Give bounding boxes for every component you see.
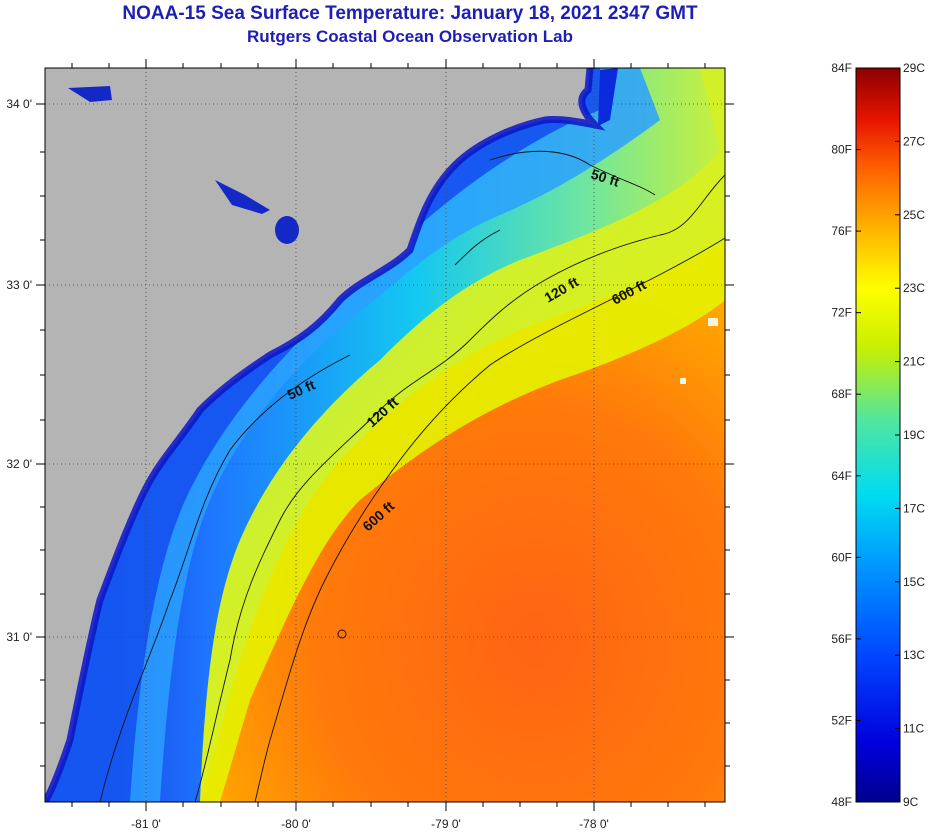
colorbar-label-c: 11C <box>903 722 924 736</box>
colorbar-label-f: 72F <box>831 306 852 320</box>
colorbar-label-f: 52F <box>831 713 852 727</box>
lat-label: 34 0' <box>6 97 32 111</box>
colorbar-label-c: 25C <box>903 208 925 222</box>
colorbar-label-f: 84F <box>831 61 852 75</box>
graticule <box>45 68 725 802</box>
colorbar <box>855 67 901 803</box>
coastline <box>45 68 606 802</box>
map-title: NOAA-15 Sea Surface Temperature: January… <box>122 3 698 24</box>
map-area: 50 ft 50 ft 120 ft 120 ft 600 ft 600 ft <box>45 68 725 802</box>
colorbar-label-c: 13C <box>903 648 925 662</box>
lat-label: 33 0' <box>6 278 32 292</box>
land-mass <box>45 68 595 802</box>
lat-label: 31 0' <box>6 630 32 644</box>
map-ticks <box>36 59 734 811</box>
colorbar-label-f: 64F <box>831 469 852 483</box>
colorbar-label-f: 60F <box>831 550 852 564</box>
colorbar-c-ticks: 29C 27C 25C 23C 21C 19C 17C 15C 13C 11C 9C <box>895 61 925 809</box>
cloud-patch <box>708 318 718 326</box>
colorbar-label-f: 80F <box>831 143 852 157</box>
isobath-120ft <box>194 174 725 802</box>
colorbar-f-ticks: 84F 80F 76F 72F 68F 64F 60F 56F 52F 48F <box>831 61 861 809</box>
inland-lake-2 <box>275 216 299 244</box>
inland-lake-3 <box>215 180 270 214</box>
colorbar-label-c: 27C <box>903 134 925 148</box>
lon-label: -81 0' <box>131 817 161 831</box>
colorbar-label-c: 15C <box>903 575 925 589</box>
map-frame <box>44 67 726 803</box>
lon-label: -80 0' <box>281 817 311 831</box>
colorbar-label-c: 29C <box>903 61 925 75</box>
colorbar-label-c: 17C <box>903 501 925 515</box>
colorbar-label-c: 21C <box>903 355 925 369</box>
isobath-600ft <box>254 237 725 802</box>
cloud-patch <box>680 378 686 384</box>
isobath-50ft <box>99 150 656 802</box>
colorbar-label-c: 19C <box>903 428 925 442</box>
colorbar-label-f: 56F <box>831 632 852 646</box>
isobath-seamount <box>337 629 347 639</box>
inland-lake-1 <box>68 86 112 102</box>
colorbar-label-f: 48F <box>831 795 852 809</box>
inland-bay <box>598 68 618 126</box>
colorbar-label-c: 23C <box>903 281 925 295</box>
colorbar-label-f: 76F <box>831 224 852 238</box>
colorbar-label-f: 68F <box>831 387 852 401</box>
lon-label: -79 0' <box>431 817 461 831</box>
map-subtitle: Rutgers Coastal Ocean Observation Lab <box>247 27 573 46</box>
lon-label: -78 0' <box>579 817 609 831</box>
lat-label: 32 0' <box>6 457 32 471</box>
colorbar-label-c: 9C <box>903 795 919 809</box>
